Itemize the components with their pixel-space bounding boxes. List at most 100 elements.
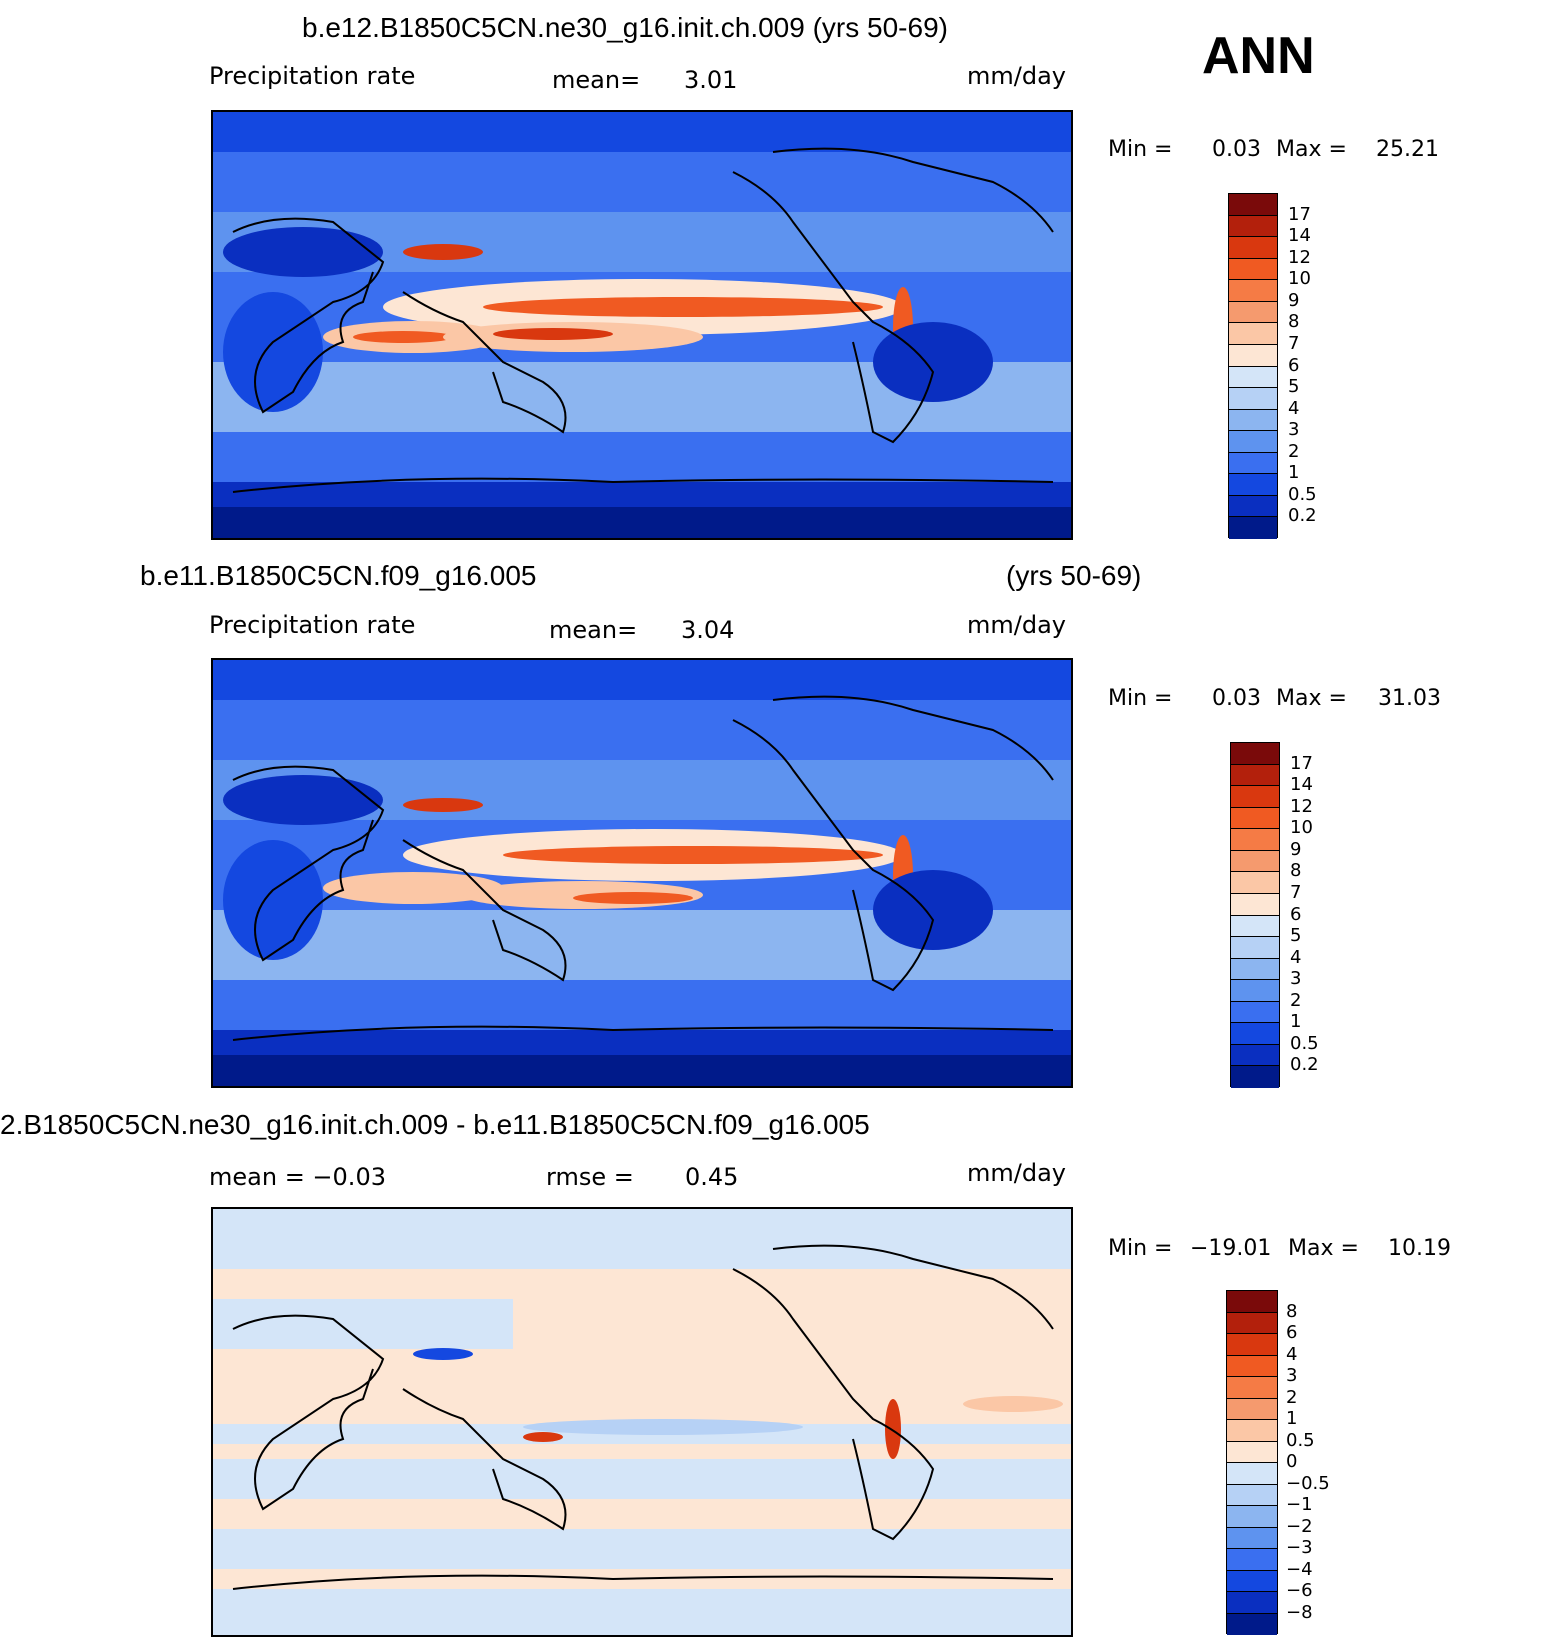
colorbar-swatch	[1229, 215, 1277, 238]
colorbar-tick-label: 12	[1288, 246, 1311, 268]
colorbar-tick-label: 3	[1286, 1365, 1298, 1386]
colorbar-swatch	[1227, 1441, 1277, 1463]
colorbar-swatch	[1231, 743, 1279, 765]
colorbar-swatch	[1231, 915, 1279, 938]
colorbar-tick-label: 14	[1288, 225, 1311, 247]
mean-value: 3.04	[681, 616, 735, 644]
colorbar-swatch	[1227, 1355, 1277, 1377]
difference-map	[211, 1207, 1073, 1637]
mean-stat: mean = −0.03	[209, 1163, 386, 1191]
colorbar-swatch	[1227, 1291, 1277, 1313]
precip-map	[211, 658, 1073, 1088]
colorbar-tick-label: 2	[1290, 989, 1302, 1011]
min-label: Min =	[1108, 137, 1173, 162]
rmse-value: 0.45	[685, 1163, 739, 1191]
colorbar-tick-label: 0.5	[1288, 483, 1317, 505]
colorbar-tick-label: 1	[1290, 1011, 1302, 1033]
mean-label: mean=	[549, 616, 638, 644]
colorbar-swatch	[1231, 980, 1279, 1002]
colorbar-swatch	[1231, 893, 1279, 916]
colorbar-swatch	[1231, 1066, 1279, 1088]
max-value: 25.21	[1376, 137, 1439, 162]
colorbar-tick-label: −4	[1286, 1558, 1313, 1580]
colorbar-swatches	[1226, 1290, 1278, 1635]
colorbar-swatch	[1227, 1506, 1277, 1528]
colorbar-swatch	[1227, 1613, 1277, 1635]
colorbar-tick-label: 4	[1286, 1343, 1298, 1365]
max-label: Max =	[1288, 1236, 1359, 1261]
max-value: 31.03	[1378, 686, 1441, 711]
colorbar-swatch	[1227, 1420, 1277, 1442]
colorbar-swatch	[1227, 1377, 1277, 1399]
colorbar-swatch	[1229, 323, 1277, 345]
colorbar-swatch	[1231, 786, 1279, 808]
colorbar-swatch	[1231, 937, 1279, 959]
min-label: Min =	[1108, 686, 1173, 711]
colorbar-tick-label: 8	[1288, 311, 1300, 333]
colorbar-swatch	[1229, 431, 1277, 453]
colorbar-tick-label: 1	[1288, 462, 1300, 484]
colorbar-swatch	[1227, 1334, 1277, 1356]
colorbar-tick-label: 6	[1286, 1322, 1298, 1343]
colorbar-tick-label: 0	[1286, 1451, 1298, 1472]
colorbar-tick-label: 5	[1290, 925, 1302, 947]
colorbar: 8 6 4 3 2 1 0.5 0 −0.5 −1 −2 −3 −4 −6 −8	[1226, 1290, 1356, 1635]
max-value: 10.19	[1388, 1236, 1451, 1261]
colorbar-swatch	[1229, 388, 1277, 410]
variable-label: Precipitation rate	[209, 611, 416, 639]
colorbar-swatch	[1227, 1484, 1277, 1506]
colorbar-swatch	[1229, 280, 1277, 302]
panel-title: b.e11.B1850C5CN.f09_g16.005	[140, 560, 537, 591]
panel-title: 2.B1850C5CN.ne30_g16.init.ch.009 - b.e11…	[0, 1109, 870, 1140]
variable-label: Precipitation rate	[209, 62, 416, 90]
colorbar-tick-label: 6	[1288, 354, 1300, 376]
colorbar-tick-label: 2	[1288, 440, 1300, 462]
colorbar-tick-label: 5	[1288, 376, 1300, 398]
colorbar-swatch	[1227, 1549, 1277, 1571]
colorbar-swatch	[1227, 1570, 1277, 1592]
colorbar-swatch	[1229, 258, 1277, 281]
colorbar: 17 14 12 10 9 8 7 6 5 4 3 2 1 0.5 0.2	[1228, 193, 1348, 539]
colorbar-tick-label: 17	[1290, 752, 1313, 774]
colorbar-swatch	[1227, 1398, 1277, 1420]
colorbar-swatch	[1229, 474, 1277, 496]
max-label: Max =	[1276, 686, 1347, 711]
colorbar-tick-label: −6	[1286, 1580, 1313, 1601]
colorbar-tick-label: 1	[1286, 1408, 1298, 1429]
colorbar-tick-label: 8	[1286, 1300, 1298, 1322]
colorbar-swatch	[1229, 366, 1277, 389]
colorbar-swatches	[1230, 742, 1280, 1088]
precip-map-svg	[213, 112, 1071, 538]
units-label: mm/day	[967, 62, 1066, 90]
colorbar-swatch	[1231, 872, 1279, 894]
colorbar: 17 14 12 10 9 8 7 6 5 4 3 2 1 0.5 0.2	[1230, 742, 1350, 1088]
colorbar-swatch	[1231, 1001, 1279, 1024]
colorbar-tick-label: 4	[1290, 946, 1302, 968]
colorbar-tick-label: 0.2	[1290, 1054, 1319, 1076]
colorbar-swatch	[1231, 958, 1279, 981]
colorbar-swatch	[1229, 194, 1277, 216]
colorbar-swatch	[1227, 1592, 1277, 1614]
precip-map-svg	[213, 660, 1071, 1086]
colorbar-swatch	[1227, 1463, 1277, 1485]
colorbar-swatch	[1231, 850, 1279, 873]
colorbar-tick-label: 14	[1290, 774, 1313, 796]
colorbar-swatch	[1229, 301, 1277, 324]
colorbar-tick-label: 10	[1290, 817, 1313, 839]
colorbar-swatch	[1227, 1312, 1277, 1334]
colorbar-tick-label: 7	[1288, 332, 1300, 354]
colorbar-tick-label: 0.5	[1286, 1429, 1315, 1451]
difference-map-svg	[213, 1209, 1071, 1635]
colorbar-swatch	[1229, 495, 1277, 518]
colorbar-tick-label: 6	[1290, 903, 1302, 925]
colorbar-swatch	[1231, 1044, 1279, 1067]
colorbar-tick-label: 7	[1290, 881, 1302, 903]
colorbar-tick-label: 10	[1288, 268, 1311, 290]
panel-title-years: (yrs 50-69)	[1006, 560, 1142, 591]
colorbar-tick-label: 4	[1288, 397, 1300, 419]
rmse-label: rmse =	[546, 1163, 634, 1191]
min-value: −19.01	[1190, 1236, 1272, 1261]
colorbar-tick-label: 9	[1290, 838, 1302, 860]
colorbar-tick-label: −2	[1286, 1515, 1313, 1537]
panel-title: b.e12.B1850C5CN.ne30_g16.init.ch.009 (yr…	[302, 12, 948, 43]
